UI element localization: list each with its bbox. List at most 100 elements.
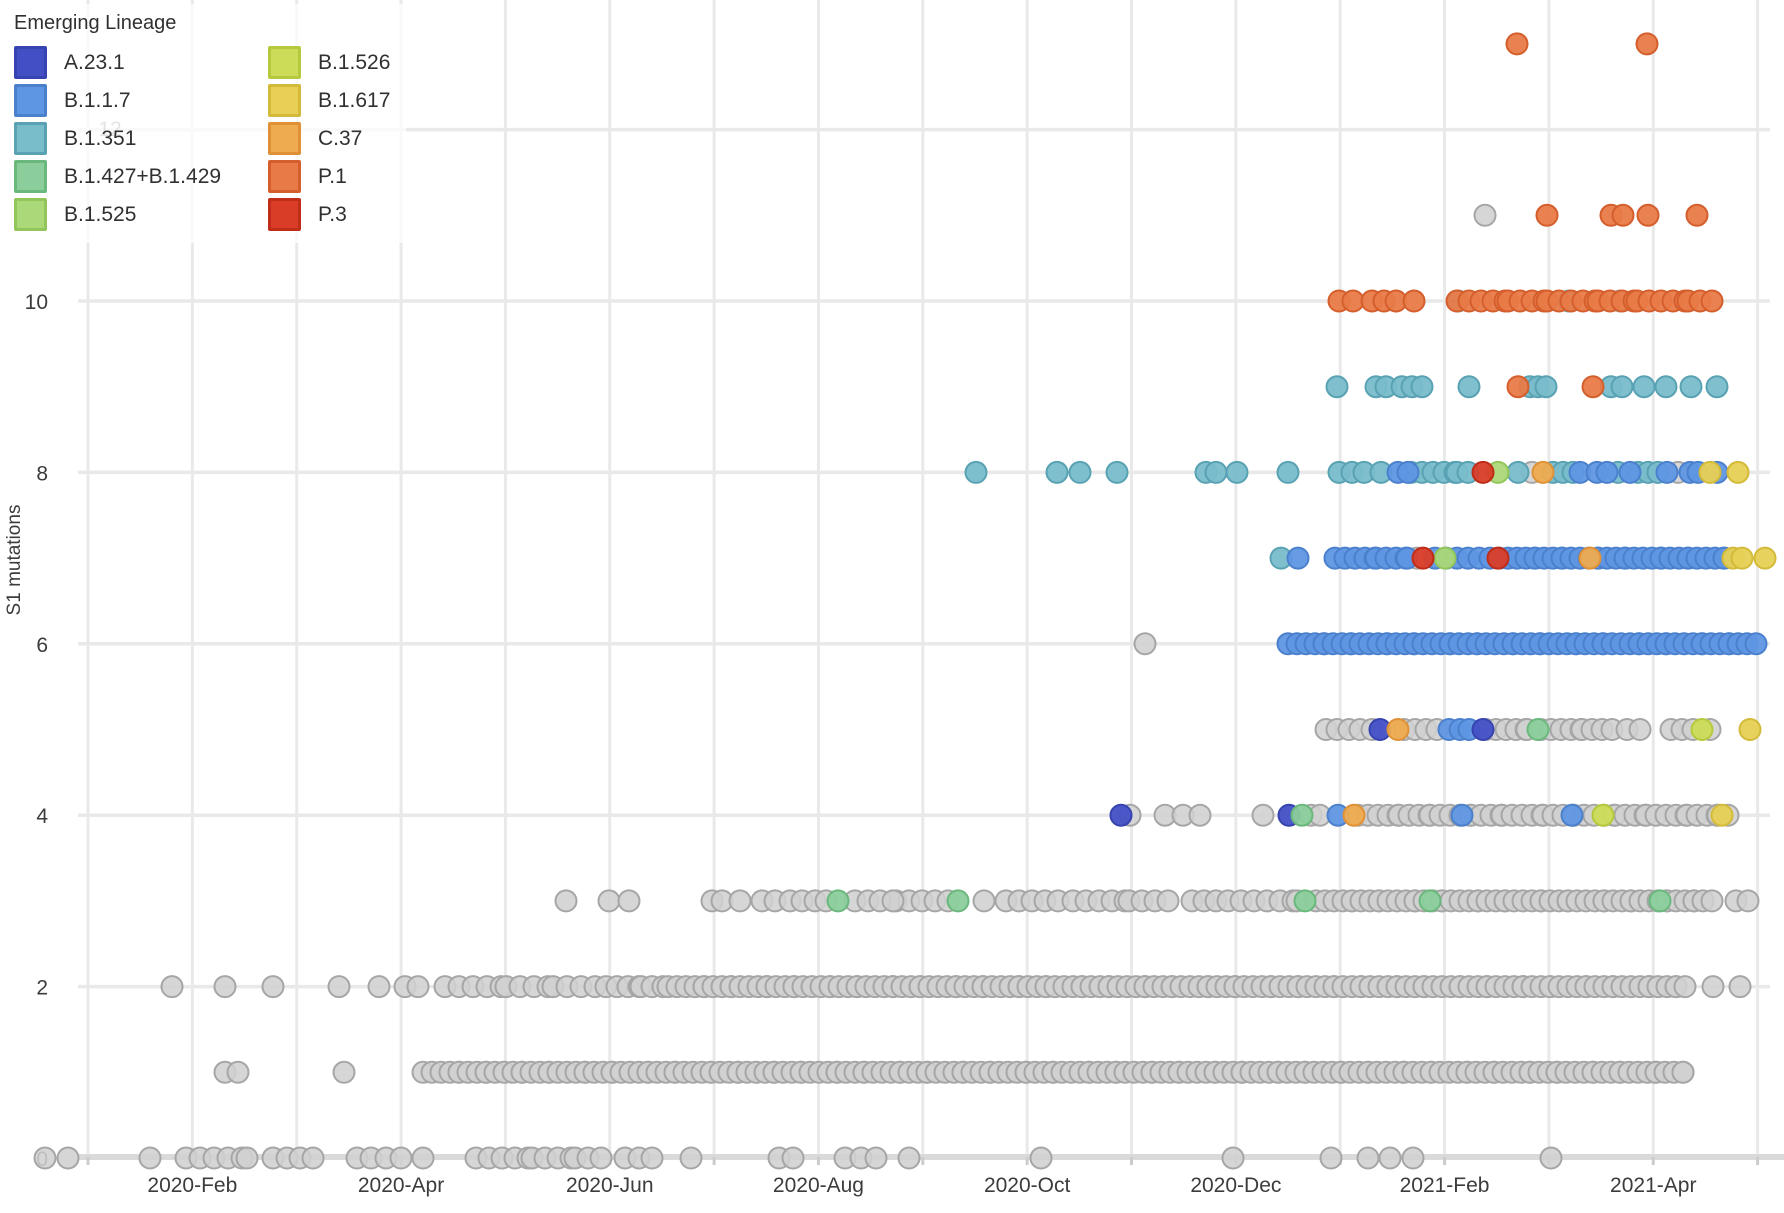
- legend-item-p3[interactable]: P.3: [268, 198, 390, 231]
- data-point-b1351[interactable]: [1534, 375, 1558, 399]
- data-point-p3[interactable]: [1411, 546, 1435, 570]
- data-point-gray[interactable]: [1401, 1146, 1425, 1170]
- data-point-gray[interactable]: [226, 1060, 250, 1084]
- data-point-p1[interactable]: [1505, 32, 1529, 56]
- data-point-b1351[interactable]: [1325, 375, 1349, 399]
- data-point-gray[interactable]: [881, 889, 905, 913]
- data-point-gray[interactable]: [1671, 1060, 1695, 1084]
- data-point-gray[interactable]: [972, 889, 996, 913]
- data-point-p1[interactable]: [1506, 375, 1530, 399]
- data-point-b1427[interactable]: [1290, 803, 1314, 827]
- data-point-gray[interactable]: [1473, 203, 1497, 227]
- data-point-gray[interactable]: [1539, 1146, 1563, 1170]
- data-point-b1617[interactable]: [1710, 803, 1734, 827]
- data-point-c37[interactable]: [1342, 803, 1366, 827]
- data-point-b1351[interactable]: [1276, 460, 1300, 484]
- data-point-p1[interactable]: [1341, 289, 1365, 313]
- data-point-b1427[interactable]: [826, 889, 850, 913]
- data-point-gray[interactable]: [597, 889, 621, 913]
- legend-item-b1427[interactable]: B.1.427+B.1.429: [14, 160, 268, 193]
- data-point-c37[interactable]: [1386, 718, 1410, 741]
- data-point-gray[interactable]: [640, 1146, 664, 1170]
- data-point-b1427[interactable]: [1293, 889, 1317, 913]
- data-point-gray[interactable]: [1029, 1146, 1053, 1170]
- data-point-b1351[interactable]: [1705, 375, 1729, 399]
- data-point-gray[interactable]: [617, 889, 641, 913]
- data-point-gray[interactable]: [554, 889, 578, 913]
- data-point-gray[interactable]: [389, 1146, 413, 1170]
- data-point-b1351[interactable]: [1045, 460, 1069, 484]
- data-point-p1[interactable]: [1685, 203, 1709, 227]
- data-point-b117[interactable]: [1618, 460, 1642, 484]
- data-point-gray[interactable]: [411, 1146, 435, 1170]
- legend-item-b1351[interactable]: B.1.351: [14, 122, 268, 155]
- legend-item-b1526[interactable]: B.1.526: [268, 46, 390, 79]
- data-point-gray[interactable]: [56, 1146, 80, 1170]
- data-point-b1351[interactable]: [1506, 460, 1530, 484]
- data-point-b1351[interactable]: [1410, 375, 1434, 399]
- data-point-b1351[interactable]: [1610, 375, 1634, 399]
- data-point-gray[interactable]: [367, 975, 391, 999]
- data-point-p1[interactable]: [1635, 32, 1659, 56]
- data-point-b1427[interactable]: [1648, 889, 1672, 913]
- data-point-b117[interactable]: [1396, 460, 1420, 484]
- data-point-p1[interactable]: [1700, 289, 1724, 313]
- data-point-gray[interactable]: [589, 1146, 613, 1170]
- data-point-b1351[interactable]: [1632, 375, 1656, 399]
- data-point-c37[interactable]: [1531, 460, 1555, 484]
- data-point-b1351[interactable]: [1204, 460, 1228, 484]
- data-point-gray[interactable]: [1701, 975, 1725, 999]
- data-point-b117[interactable]: [1655, 460, 1679, 484]
- data-point-p1[interactable]: [1402, 289, 1426, 313]
- data-point-p1[interactable]: [1611, 203, 1635, 227]
- legend-item-b117[interactable]: B.1.1.7: [14, 84, 268, 117]
- data-point-gray[interactable]: [1221, 1146, 1245, 1170]
- data-point-gray[interactable]: [261, 975, 285, 999]
- data-point-b1617[interactable]: [1753, 546, 1777, 570]
- data-point-b117[interactable]: [1450, 803, 1474, 827]
- data-point-gray[interactable]: [1628, 718, 1652, 741]
- data-point-gray[interactable]: [1133, 632, 1157, 656]
- data-point-b1526[interactable]: [1591, 803, 1615, 827]
- legend-item-c37[interactable]: C.37: [268, 122, 390, 155]
- data-point-b1617[interactable]: [1730, 546, 1754, 570]
- data-point-b117[interactable]: [1560, 803, 1584, 827]
- data-point-p1[interactable]: [1636, 203, 1660, 227]
- data-point-gray[interactable]: [160, 975, 184, 999]
- data-point-gray[interactable]: [327, 975, 351, 999]
- data-point-p1[interactable]: [1535, 203, 1559, 227]
- data-point-b1351[interactable]: [1068, 460, 1092, 484]
- data-point-gray[interactable]: [1728, 975, 1752, 999]
- data-point-b117[interactable]: [1595, 460, 1619, 484]
- data-point-gray[interactable]: [332, 1060, 356, 1084]
- legend-item-a231[interactable]: A.23.1: [14, 46, 268, 79]
- data-point-gray[interactable]: [1319, 1146, 1343, 1170]
- data-point-b1427[interactable]: [1526, 718, 1550, 741]
- data-point-b1617[interactable]: [1738, 718, 1762, 741]
- data-point-gray[interactable]: [33, 1146, 57, 1170]
- data-point-gray[interactable]: [301, 1146, 325, 1170]
- data-point-gray[interactable]: [1736, 889, 1760, 913]
- data-point-b1351[interactable]: [1654, 375, 1678, 399]
- data-point-a231[interactable]: [1471, 718, 1495, 741]
- data-point-b1427[interactable]: [946, 889, 970, 913]
- data-point-gray[interactable]: [1156, 889, 1180, 913]
- data-point-gray[interactable]: [897, 1146, 921, 1170]
- data-point-b1351[interactable]: [1457, 375, 1481, 399]
- legend-item-b1617[interactable]: B.1.617: [268, 84, 390, 117]
- data-point-p3[interactable]: [1471, 460, 1495, 484]
- data-point-gray[interactable]: [781, 1146, 805, 1170]
- data-point-b1351[interactable]: [964, 460, 988, 484]
- data-point-gray[interactable]: [728, 889, 752, 913]
- data-point-b117[interactable]: [1286, 546, 1310, 570]
- data-point-b1617[interactable]: [1726, 460, 1750, 484]
- data-point-gray[interactable]: [1356, 1146, 1380, 1170]
- data-point-gray[interactable]: [1188, 803, 1212, 827]
- data-point-p1[interactable]: [1581, 375, 1605, 399]
- data-point-p3[interactable]: [1486, 546, 1510, 570]
- data-point-b1351[interactable]: [1105, 460, 1129, 484]
- data-point-gray[interactable]: [1251, 803, 1275, 827]
- data-point-b1617[interactable]: [1698, 460, 1722, 484]
- data-point-gray[interactable]: [1673, 975, 1697, 999]
- data-point-gray[interactable]: [1378, 1146, 1402, 1170]
